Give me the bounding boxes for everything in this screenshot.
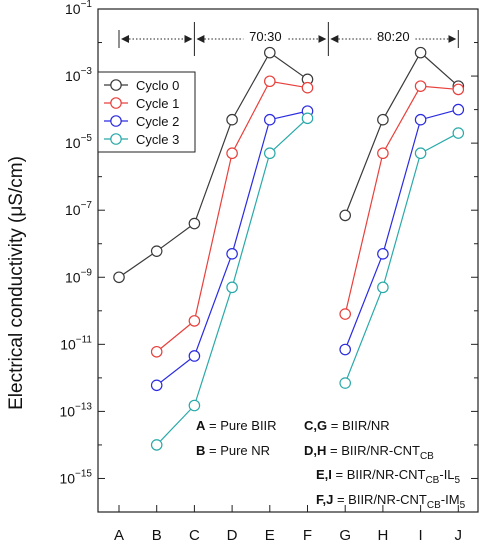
legend: Cyclo 0 Cycle 1 Cycle 2 Cycle 3 — [97, 71, 196, 153]
legend-label: Cyclo 0 — [136, 78, 179, 93]
sample-key-entry: B = Pure NR — [196, 443, 270, 458]
data-point — [188, 217, 201, 230]
data-point — [452, 103, 465, 116]
y-tick-label: 10−1 — [65, 0, 92, 17]
x-tick-label: B — [152, 527, 162, 544]
data-point — [414, 147, 427, 160]
x-tick-label: I — [419, 527, 423, 544]
data-point — [339, 343, 351, 356]
series-line — [344, 132, 459, 384]
y-tick-label: 10−15 — [59, 468, 92, 486]
data-point — [188, 399, 201, 412]
data-point — [301, 112, 314, 125]
data-point — [377, 147, 389, 160]
y-tick-label: 10−13 — [59, 401, 92, 419]
sample-key-entry: F,J = BIIR/NR-CNTCB-IM5 — [316, 492, 466, 511]
data-point — [414, 113, 427, 126]
data-point — [414, 80, 427, 92]
series-line — [344, 51, 459, 216]
data-point — [150, 345, 163, 358]
legend-marker — [110, 97, 122, 109]
group-label: 70:30 — [249, 29, 282, 44]
data-point — [263, 147, 276, 160]
x-tick-label: C — [189, 527, 200, 544]
group-label-bg — [243, 27, 288, 43]
x-axis-ticks: A B C D E F G H I J — [114, 505, 462, 544]
data-point — [226, 248, 238, 260]
data-point — [263, 75, 276, 88]
data-point — [188, 315, 201, 327]
data-point — [226, 147, 238, 160]
legend-label: Cycle 3 — [136, 132, 179, 147]
sample-key-entry: A = Pure BIIR — [196, 418, 277, 433]
y-tick-label: 10−9 — [65, 267, 92, 285]
data-point — [226, 281, 238, 294]
legend-marker — [110, 133, 122, 145]
data-point — [150, 379, 163, 392]
x-tick-label: G — [339, 527, 351, 544]
legend-marker — [110, 79, 122, 91]
y-tick-label: 10−3 — [65, 66, 92, 84]
x-tick-label: E — [265, 527, 275, 544]
data-point — [150, 439, 163, 451]
x-tick-label: F — [303, 527, 312, 544]
data-point — [339, 377, 351, 389]
x-tick-label: D — [227, 527, 238, 544]
data-point — [113, 271, 125, 284]
data-point — [226, 113, 238, 126]
composition-groups: 70:30 80:20 — [118, 22, 459, 56]
data-point — [150, 245, 163, 257]
plot-frame — [97, 8, 479, 513]
series-line — [344, 109, 459, 350]
y-tick-label: 10−5 — [65, 133, 92, 151]
data-point — [188, 350, 201, 362]
group-label: 80:20 — [377, 29, 410, 44]
sample-key-entry: D,H = BIIR/NR-CNTCB — [304, 443, 434, 462]
series-line — [118, 51, 308, 278]
data-point — [377, 248, 389, 260]
series-line — [344, 85, 459, 315]
x-tick-label: H — [377, 527, 388, 544]
data-series — [113, 46, 465, 451]
sample-key-entry: C,G = BIIR/NR — [304, 418, 390, 433]
x-tick-label: A — [114, 527, 124, 544]
data-point — [339, 209, 351, 222]
legend-label: Cycle 1 — [136, 96, 179, 111]
data-point — [301, 81, 314, 94]
group-label-bg — [371, 27, 416, 43]
y-axis-label: Electrical conductivity (μS/cm) — [6, 156, 27, 410]
x-tick-label: J — [455, 527, 463, 544]
y-tick-label: 10−7 — [65, 200, 92, 218]
sample-key: A = Pure BIIR B = Pure NR C,G = BIIR/NR D,H… — [196, 418, 466, 511]
legend-label: Cycle 2 — [136, 114, 179, 129]
data-point — [263, 46, 276, 59]
data-point — [452, 127, 465, 139]
data-point — [414, 46, 427, 59]
data-point — [377, 113, 389, 126]
data-point — [452, 83, 465, 96]
data-point — [263, 113, 276, 126]
legend-marker — [110, 115, 122, 127]
y-tick-label: 10−11 — [60, 334, 92, 352]
data-point — [377, 281, 389, 294]
sample-key-entry: E,I = BIIR/NR-CNTCB-IL5 — [316, 467, 461, 486]
data-point — [339, 308, 351, 320]
